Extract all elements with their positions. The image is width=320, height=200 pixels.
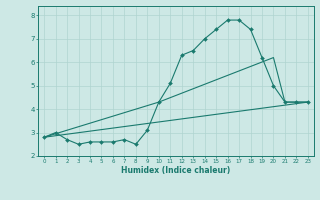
X-axis label: Humidex (Indice chaleur): Humidex (Indice chaleur) [121, 166, 231, 175]
